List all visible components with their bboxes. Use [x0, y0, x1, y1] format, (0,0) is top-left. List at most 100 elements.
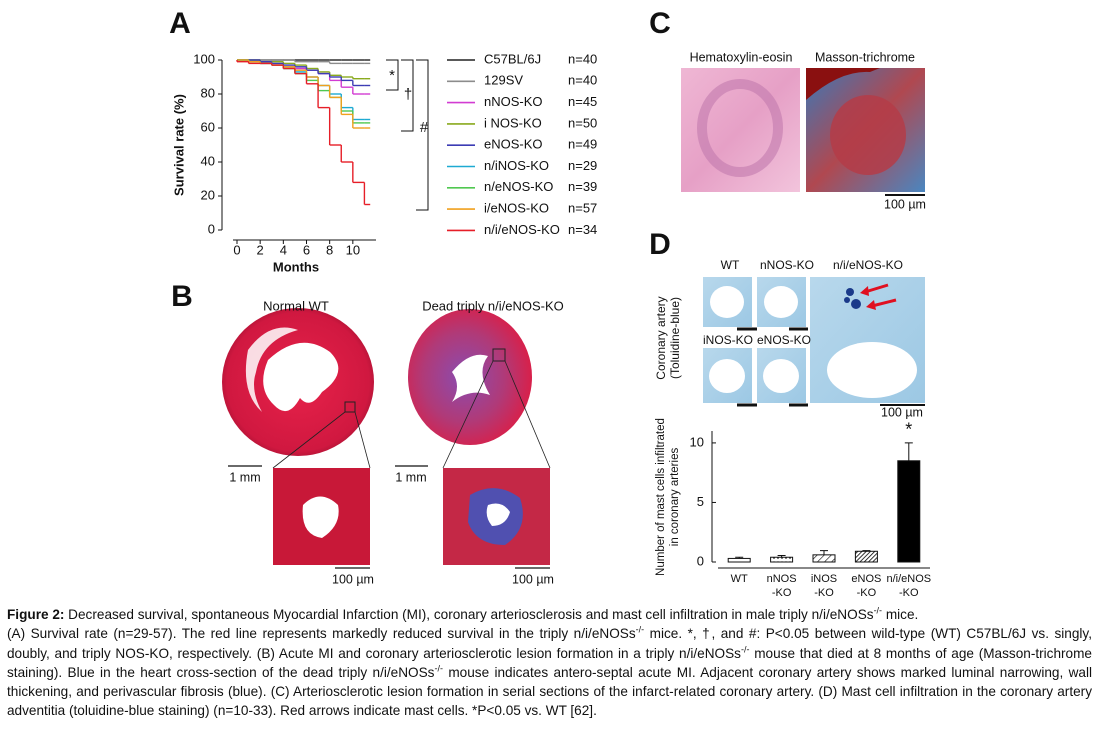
panel-label: D [649, 228, 671, 261]
significance-mark: * [389, 67, 395, 84]
bar [770, 556, 794, 563]
legend-label: eNOS-KO [484, 137, 543, 152]
caption-paragraph: (A) Survival rate (n=29-57). The red lin… [7, 624, 1092, 720]
survival-curve [237, 59, 371, 124]
artery-images [681, 68, 925, 196]
x-tick-label: 10 [346, 242, 360, 257]
legend-count: n=49 [568, 137, 597, 152]
caption-text: mice. [882, 607, 919, 622]
legend-count: n=29 [568, 158, 597, 173]
caption-paragraph: Figure 2: Decreased survival, spontaneou… [7, 605, 1092, 624]
y-tick-label: 60 [201, 119, 215, 134]
caption-label: Figure 2: [7, 607, 65, 622]
x-tick-label: n/i/eNOS -KO [886, 573, 932, 599]
significance-mark: † [404, 86, 412, 103]
image-title: WT [721, 258, 740, 272]
x-axis-label: Months [273, 259, 319, 274]
x-tick-label: 0 [233, 242, 240, 257]
error-bar [820, 550, 828, 555]
x-tick-label: 8 [326, 242, 333, 257]
error-bar [735, 556, 744, 559]
caption-text: (A) Survival rate (n=29-57). The red lin… [7, 626, 636, 642]
image-title: eNOS-KO [757, 333, 811, 347]
legend-label: 129SV [484, 73, 523, 88]
figure-graphics: A B C D Normal WT Dead triply n/i/eNOS-K… [169, 7, 930, 586]
y-axis-label: Number of mast cells infiltrated in coro… [655, 418, 681, 576]
y-tick-label: 5 [697, 494, 704, 509]
error-bar [777, 554, 786, 558]
legend-label: n/iNOS-KO [484, 158, 549, 173]
image-title: Masson-trichrome [815, 50, 915, 64]
image-title: iNOS-KO [703, 333, 753, 347]
x-tick-label: iNOS -KO [810, 573, 838, 599]
survival-curve [237, 59, 371, 129]
y-tick-label: 40 [201, 153, 215, 168]
caption-superscript: -/- [740, 644, 750, 655]
legend-label: n/i/eNOS-KO [484, 222, 560, 237]
x-tick-label: nNOS -KO [766, 573, 797, 599]
caption-text: mouse indicates antero-septal acute MI. … [7, 664, 1093, 719]
significance-mark: # [420, 119, 429, 136]
scale-bars [228, 465, 550, 569]
x-tick-label: eNOS -KO [851, 573, 882, 599]
scale-label: 100 µm [884, 197, 926, 211]
caption-text: mouse that died at 8 months of age (Mass… [7, 645, 1092, 680]
panel-label: C [649, 7, 671, 40]
legend-label: nNOS-KO [484, 94, 543, 109]
scale-label: 100 µm [512, 572, 554, 586]
caption-superscript: -/- [635, 624, 645, 635]
caption-superscript: -/- [873, 605, 883, 616]
caption-text: Decreased survival, spontaneous Myocardi… [64, 607, 874, 622]
scale-label: 100 µm [881, 405, 923, 419]
significance-bracket [416, 59, 429, 211]
y-tick-label: 10 [690, 434, 704, 449]
error-bar [904, 442, 913, 461]
x-tick-label: 6 [303, 242, 310, 257]
x-tick-label: 4 [280, 242, 287, 257]
image-title: Hematoxylin-eosin [690, 50, 793, 64]
x-tick-label: 2 [257, 242, 264, 257]
legend-count: n=45 [568, 94, 597, 109]
survival-curve [236, 60, 371, 206]
scale-label: 100 µm [332, 572, 374, 586]
bar [727, 557, 751, 563]
scale-label: 1 mm [395, 470, 426, 484]
legend-label: C57BL/6J [484, 51, 541, 66]
x-tick-label: WT [730, 573, 748, 585]
y-axis-label: Survival rate (%) [171, 94, 186, 196]
image-side-label: Coronary artery (Toluidine-blue) [654, 296, 682, 380]
legend-label: n/eNOS-KO [484, 179, 553, 194]
image-title: Dead triply n/i/eNOS-KO [422, 298, 564, 313]
toluidine-images [703, 277, 925, 407]
caption-text: mice. *, †, and #: P<0.05 between wild-t… [7, 626, 1092, 661]
legend-count: n=39 [568, 179, 597, 194]
image-title: Normal WT [263, 298, 329, 313]
y-tick-label: 0 [697, 553, 704, 568]
legend-label: i/eNOS-KO [484, 201, 549, 216]
image-title: n/i/eNOS-KO [833, 258, 903, 272]
legend-count: n=40 [568, 51, 597, 66]
heart-images [222, 308, 551, 565]
significance-mark: * [905, 420, 912, 440]
significance-bracket [386, 59, 399, 91]
legend-count: n=50 [568, 115, 597, 130]
y-tick-label: 0 [208, 221, 215, 236]
scale-label: 1 mm [229, 470, 260, 484]
y-tick-label: 80 [201, 85, 215, 100]
figure-caption: Figure 2: Decreased survival, spontaneou… [7, 605, 1092, 721]
image-title: nNOS-KO [760, 258, 814, 272]
bar [812, 554, 836, 563]
y-tick-label: 100 [193, 51, 215, 66]
significance-bracket [401, 59, 414, 132]
legend-count: n=40 [568, 73, 597, 88]
legend-count: n=57 [568, 201, 597, 216]
legend-label: i NOS-KO [484, 115, 542, 130]
y-tick-label: 20 [201, 187, 215, 202]
panel-label: B [171, 280, 193, 313]
panel-label: A [169, 7, 191, 40]
legend-count: n=34 [568, 222, 597, 237]
caption-superscript: -/- [434, 663, 443, 674]
bar [897, 460, 921, 563]
error-bar [862, 550, 871, 552]
